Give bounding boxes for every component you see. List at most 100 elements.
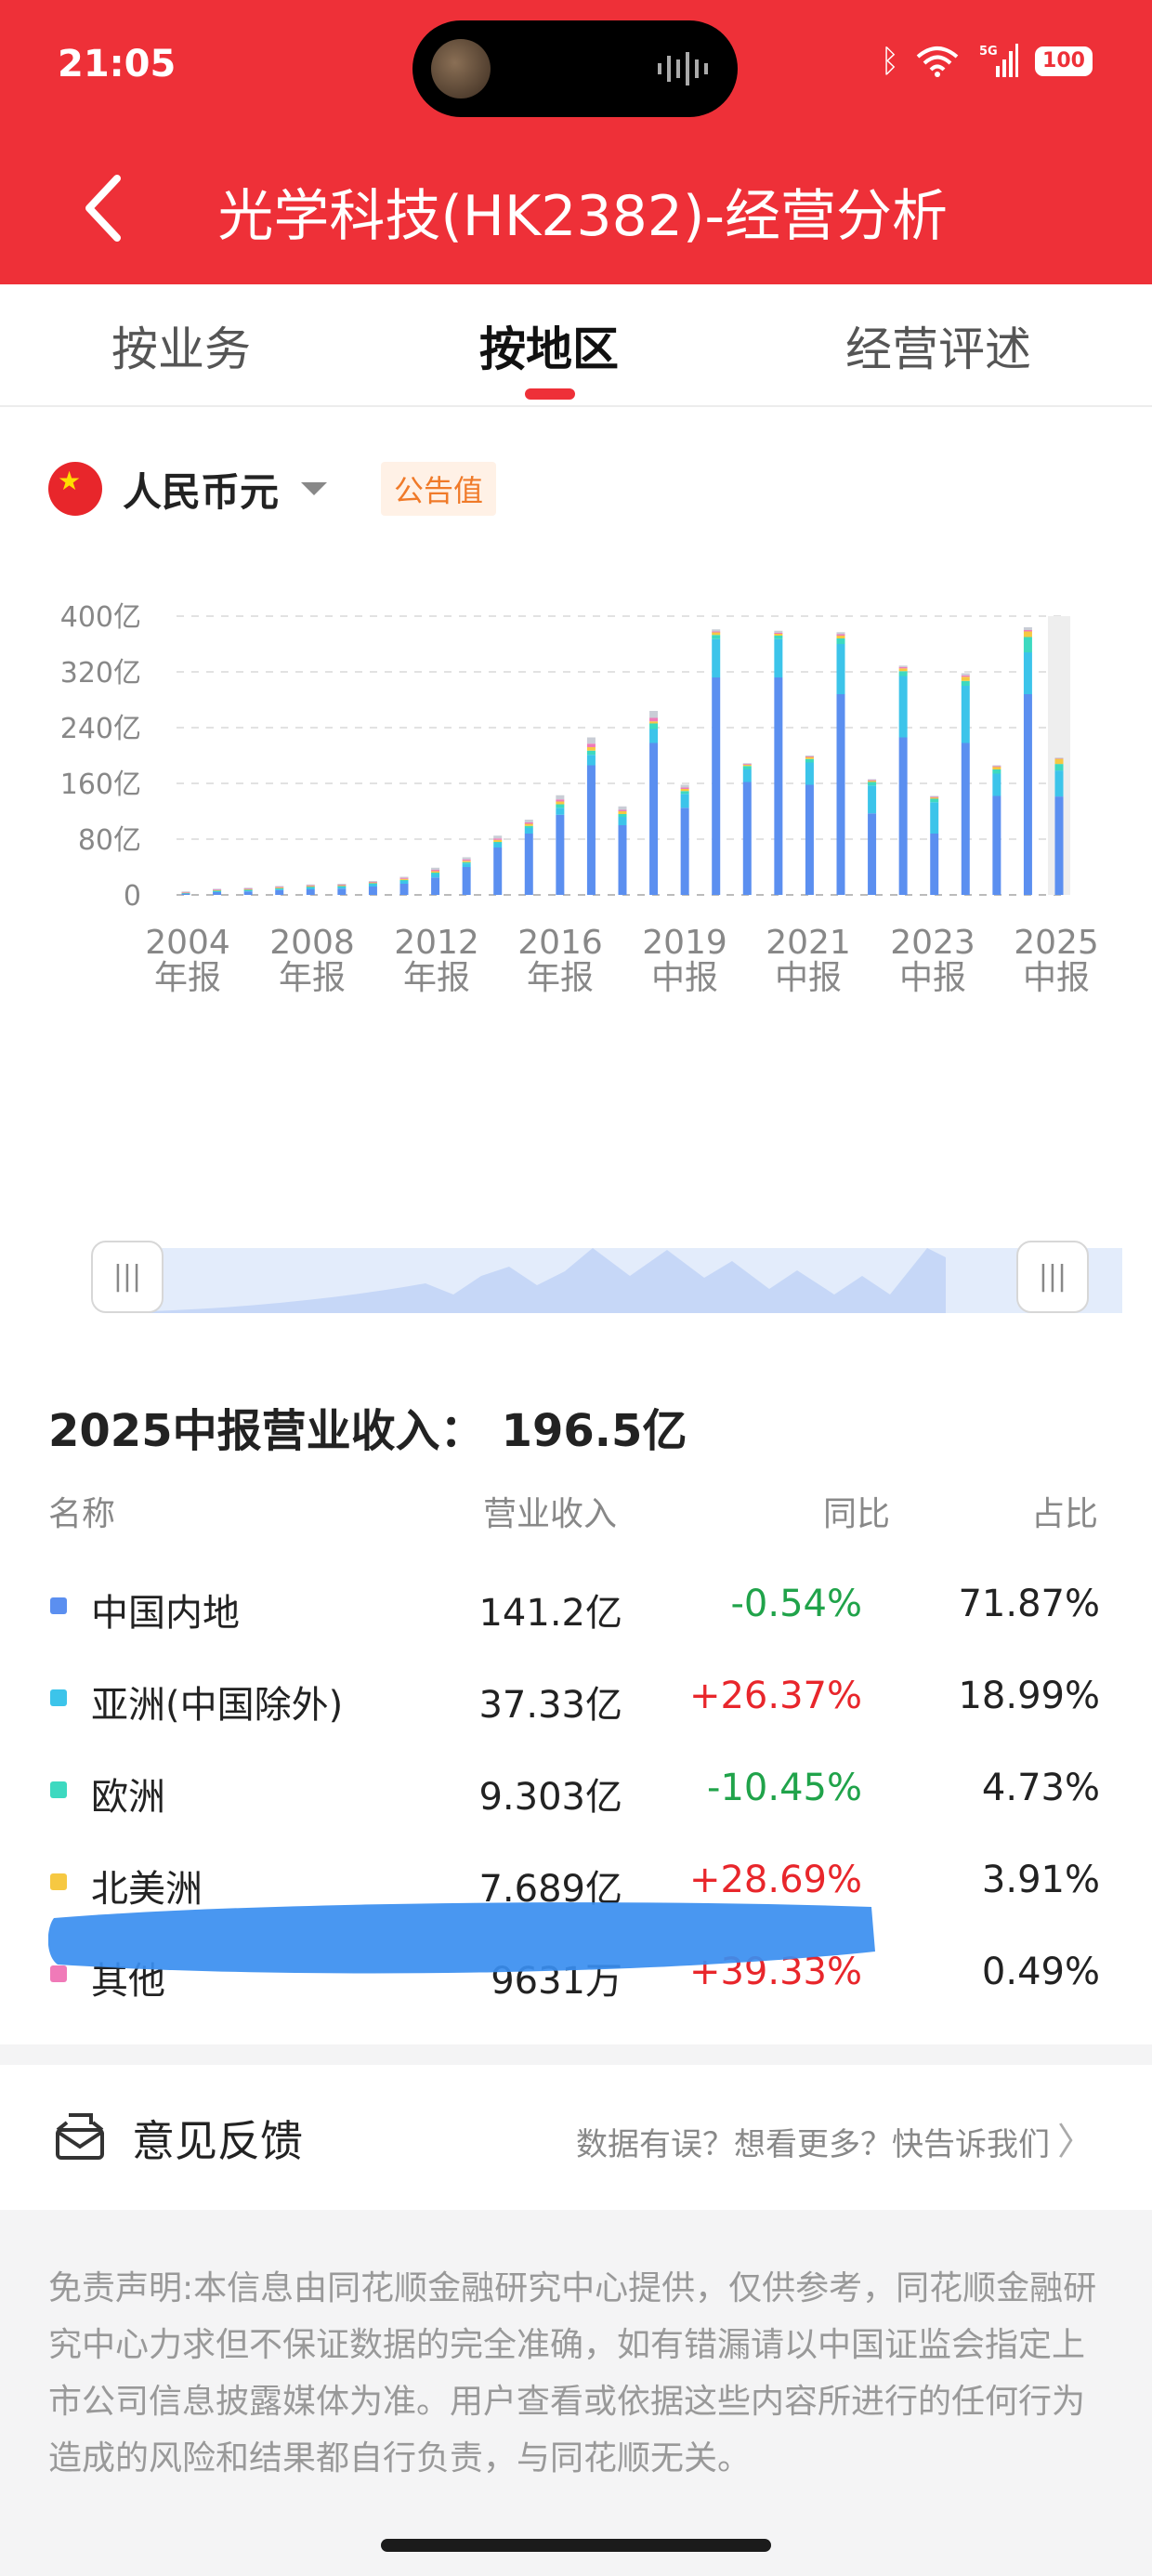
currency-selector[interactable]: ★ 人民币元 公告值: [48, 459, 497, 519]
bar-stack[interactable]: [556, 795, 565, 895]
bar-segment: [930, 834, 939, 895]
bar-segment: [930, 798, 939, 803]
bar-stack[interactable]: [493, 835, 503, 895]
bar-segment: [618, 806, 627, 810]
home-indicator[interactable]: [381, 2539, 771, 2552]
bar-segment: [742, 763, 752, 765]
bar-stack[interactable]: [524, 820, 533, 895]
bar-segment: [805, 762, 814, 785]
currency-label: 人民币元: [123, 468, 280, 515]
bar-segment: [992, 795, 1001, 895]
chevron-down-icon: [301, 482, 328, 495]
bar-stack[interactable]: [649, 711, 659, 895]
bar-segment: [930, 797, 939, 799]
region-revenue: 141.2亿: [478, 1592, 622, 1635]
bar-segment: [680, 784, 689, 788]
bar-stack[interactable]: [243, 887, 253, 895]
page-title: 光学科技(HK2382)-经营分析: [217, 184, 948, 249]
bar-segment: [368, 883, 377, 885]
range-end-handle[interactable]: |||: [1016, 1241, 1089, 1313]
bar-segment: [337, 884, 347, 885]
bar-segment: [337, 885, 347, 887]
bar-stack[interactable]: [930, 795, 939, 896]
bar-stack[interactable]: [774, 630, 783, 895]
status-icons: ᛒ 5G 100: [881, 43, 1093, 80]
range-start-handle[interactable]: |||: [91, 1241, 164, 1313]
app-header: 21:05 ᛒ 5G 100 光学科技(HK2: [0, 0, 1152, 284]
bar-segment: [213, 892, 222, 895]
bar-segment: [868, 813, 877, 895]
bar-segment: [1023, 652, 1032, 694]
table-row[interactable]: 亚洲(中国除外) 37.33亿 +26.37% 18.99%: [0, 1658, 1152, 1741]
bar-stack[interactable]: [213, 888, 222, 895]
bar-stack[interactable]: [431, 867, 440, 895]
bar-segment: [399, 879, 409, 881]
bar-segment: [805, 784, 814, 895]
bar-stack[interactable]: [275, 886, 284, 895]
bar-stack[interactable]: [1054, 757, 1064, 895]
tab-business-review[interactable]: 经营评述: [845, 322, 1031, 376]
bar-segment: [742, 764, 752, 767]
bar-stack[interactable]: [306, 884, 315, 895]
bluetooth-icon: ᛒ: [880, 43, 899, 80]
region-yoy: -0.54%: [730, 1583, 862, 1625]
chevron-left-icon[interactable]: [78, 171, 134, 245]
bar-stack[interactable]: [181, 891, 190, 895]
summary-amount: 196.5亿: [501, 1405, 687, 1457]
tab-by-business[interactable]: 按业务: [111, 322, 251, 376]
bar-stack[interactable]: [898, 665, 908, 895]
bar-segment: [649, 743, 659, 895]
chart-range-slider[interactable]: ||| |||: [91, 1241, 1122, 1313]
bar-stack[interactable]: [742, 763, 752, 895]
region-share: 4.73%: [981, 1767, 1100, 1809]
feedback-row[interactable]: 意见反馈 数据有误？想看更多？快告诉我们 〉: [0, 2065, 1152, 2210]
tab-by-region[interactable]: 按地区: [479, 322, 619, 376]
bar-segment: [1023, 631, 1032, 637]
bar-segment: [368, 887, 377, 895]
bar-segment: [805, 756, 814, 759]
bar-stack[interactable]: [462, 857, 471, 896]
x-tick-year: 2012: [394, 924, 479, 962]
bar-segment: [556, 808, 565, 815]
bar-segment: [243, 889, 253, 892]
bar-segment: [1023, 630, 1032, 632]
y-tick-label: 0: [124, 880, 141, 913]
bar-stack[interactable]: [961, 673, 970, 896]
column-header-yoy: 同比: [823, 1495, 891, 1533]
bar-stack[interactable]: [618, 806, 627, 895]
bar-segment: [431, 867, 440, 870]
bar-segment: [524, 822, 533, 824]
bar-segment: [462, 861, 471, 864]
region-analysis-card: ★ 人民币元 公告值 0 80亿 160亿 240亿 320亿 400亿 2004 年报 20…: [0, 407, 1152, 2044]
table-row[interactable]: 欧洲 9.303亿 -10.45% 4.73%: [0, 1750, 1152, 1833]
announcement-value-badge: 公告值: [381, 462, 497, 516]
bar-stack[interactable]: [836, 632, 845, 895]
bar-stack[interactable]: [586, 737, 596, 896]
bar-segment: [337, 886, 347, 887]
bar-segment: [243, 887, 253, 889]
bar-segment: [586, 750, 596, 756]
bar-stack[interactable]: [868, 779, 877, 896]
y-tick-label: 400亿: [60, 601, 141, 634]
bar-segment: [431, 870, 440, 872]
bar-stack[interactable]: [368, 881, 377, 895]
table-row[interactable]: 中国内地 141.2亿 -0.54% 71.87%: [0, 1566, 1152, 1649]
bar-segment: [836, 634, 845, 636]
bar-stack[interactable]: [399, 876, 409, 896]
bar-stack[interactable]: [337, 884, 347, 895]
bar-segment: [1054, 796, 1064, 895]
bar-stack[interactable]: [712, 629, 721, 895]
bar-stack[interactable]: [992, 765, 1001, 896]
x-tick-year: 2025: [1014, 924, 1099, 962]
dynamic-island: [412, 20, 738, 117]
bar-stack[interactable]: [805, 756, 814, 895]
bar-stack[interactable]: [680, 784, 689, 896]
region-share: 18.99%: [958, 1675, 1100, 1717]
bar-segment: [992, 773, 1001, 796]
bar-segment: [774, 638, 783, 677]
bar-segment: [337, 884, 347, 886]
bar-segment: [306, 885, 315, 887]
bar-stack[interactable]: [1023, 627, 1032, 895]
bar-segment: [805, 756, 814, 757]
